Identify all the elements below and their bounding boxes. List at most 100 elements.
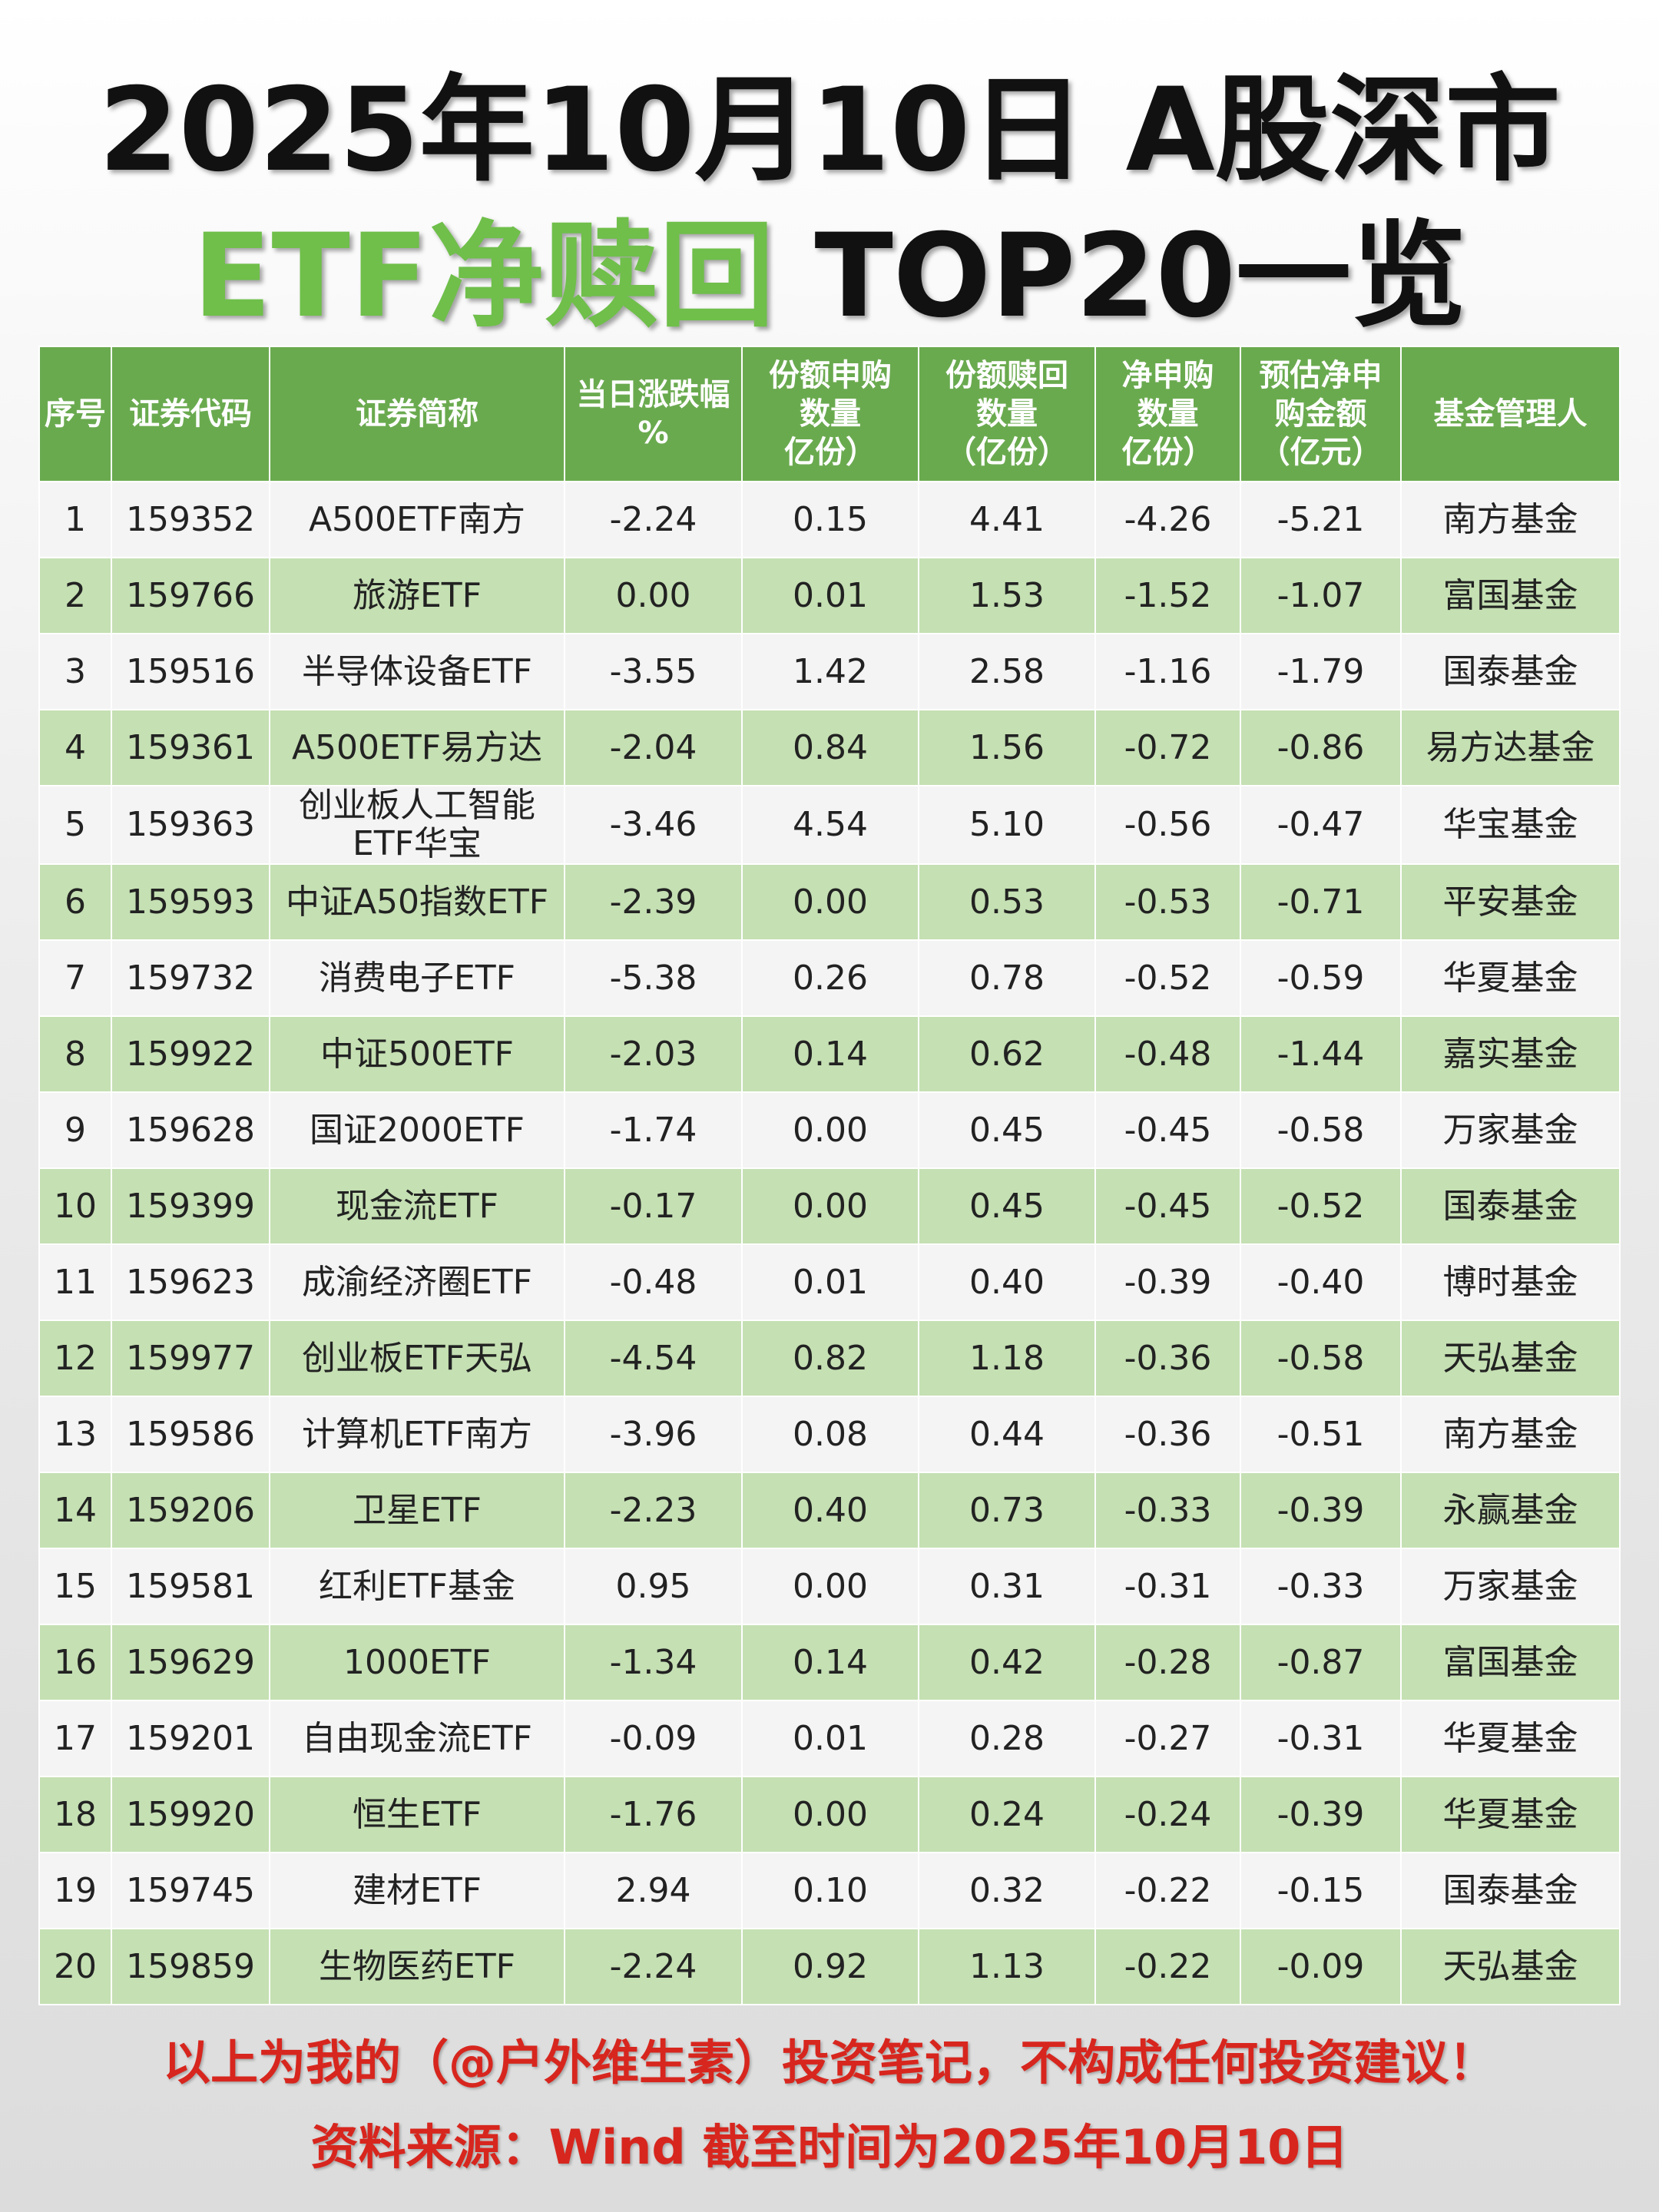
table-cell: -0.40	[1240, 1243, 1402, 1321]
table-cell: -2.04	[564, 709, 743, 786]
table-cell: -0.39	[1094, 1243, 1241, 1321]
table-cell: -0.17	[564, 1167, 743, 1245]
table-cell: 自由现金流ETF	[269, 1700, 565, 1777]
table-cell: 半导体设备ETF	[269, 633, 565, 710]
table-cell: 生物医药ETF	[269, 1928, 565, 2005]
table-cell: -0.22	[1094, 1928, 1241, 2005]
etf-table: 序号 证券代码 证券简称 当日涨跌幅 % 份额申购 数量 亿份） 份额赎回 数量 （亿份）…	[38, 346, 1621, 2005]
table-cell: -0.52	[1240, 1167, 1402, 1245]
table-row: 4 159361 A500ETF易方达 -2.04 0.84 1.56 -0.72 -0.86…	[38, 709, 1621, 786]
table-cell: 0.84	[741, 709, 919, 786]
table-cell: 国泰基金	[1400, 633, 1621, 710]
table-cell: 1.42	[741, 633, 919, 710]
table-cell: 0.00	[564, 557, 743, 634]
table-cell: 富国基金	[1400, 1624, 1621, 1701]
table-cell: -0.48	[564, 1243, 743, 1321]
table-cell: 0.00	[741, 1776, 919, 1853]
table-row: 18 159920 恒生ETF -1.76 0.00 0.24 -0.24 -0.39 华夏基金	[38, 1776, 1621, 1853]
table-row: 9 159628 国证2000ETF -1.74 0.00 0.45 -0.45 -0.58 万…	[38, 1091, 1621, 1169]
table-cell: 0.00	[741, 1548, 919, 1625]
table-cell: 0.44	[918, 1396, 1096, 1473]
table-cell: 创业板ETF天弘	[269, 1320, 565, 1397]
table-row: 10 159399 现金流ETF -0.17 0.00 0.45 -0.45 -0.52 国泰基…	[38, 1167, 1621, 1245]
table-cell: 成渝经济圈ETF	[269, 1243, 565, 1321]
table-cell: 159732	[111, 939, 270, 1017]
table-cell: 国泰基金	[1400, 1167, 1621, 1245]
table-cell: 华夏基金	[1400, 1700, 1621, 1777]
table-cell: -0.09	[1240, 1928, 1402, 2005]
column-header: 份额赎回 数量 （亿份）	[918, 346, 1096, 482]
table-cell: 1.56	[918, 709, 1096, 786]
table-cell: 0.32	[918, 1852, 1096, 1929]
table-cell: 0.28	[918, 1700, 1096, 1777]
table-row: 19 159745 建材ETF 2.94 0.10 0.32 -0.22 -0.15 国泰基金	[38, 1852, 1621, 1929]
table-cell: -0.59	[1240, 939, 1402, 1017]
table-cell: 0.10	[741, 1852, 919, 1929]
table-cell: -5.38	[564, 939, 743, 1017]
table-cell: 159745	[111, 1852, 270, 1929]
table-cell: 国证2000ETF	[269, 1091, 565, 1169]
table-cell: 0.45	[918, 1091, 1096, 1169]
title-line: 2025年10月10日 A股深市	[98, 64, 1561, 197]
table-cell: 华宝基金	[1400, 785, 1621, 865]
table-cell: 0.78	[918, 939, 1096, 1017]
table-cell: 国泰基金	[1400, 1852, 1621, 1929]
table-cell: -1.76	[564, 1776, 743, 1853]
table-cell: -0.36	[1094, 1396, 1241, 1473]
table-cell: -2.24	[564, 481, 743, 558]
table-cell: -0.33	[1094, 1472, 1241, 1549]
column-header: 当日涨跌幅 %	[564, 346, 743, 482]
table-cell: 3	[38, 633, 112, 710]
table-cell: -0.39	[1240, 1776, 1402, 1853]
table-cell: 中证500ETF	[269, 1015, 565, 1093]
table-cell: -3.96	[564, 1396, 743, 1473]
table-cell: -0.45	[1094, 1091, 1241, 1169]
table-cell: A500ETF易方达	[269, 709, 565, 786]
table-cell: 159623	[111, 1243, 270, 1321]
table-cell: 1	[38, 481, 112, 558]
table-row: 14 159206 卫星ETF -2.23 0.40 0.73 -0.33 -0.39 永赢基金	[38, 1472, 1621, 1549]
table-row: 20 159859 生物医药ETF -2.24 0.92 1.13 -0.22 -0.09 天弘…	[38, 1928, 1621, 2005]
table-cell: 16	[38, 1624, 112, 1701]
table-cell: 6	[38, 863, 112, 941]
table-cell: 0.00	[741, 1091, 919, 1169]
table-cell: 红利ETF基金	[269, 1548, 565, 1625]
source-note: 资料来源：Wind 截至时间为2025年10月10日	[310, 2119, 1349, 2175]
table-cell: 159593	[111, 863, 270, 941]
table-cell: 5	[38, 785, 112, 865]
table-cell: -0.52	[1094, 939, 1241, 1017]
table-cell: 0.01	[741, 557, 919, 634]
table-cell: -0.15	[1240, 1852, 1402, 1929]
table-cell: 平安基金	[1400, 863, 1621, 941]
table-cell: 天弘基金	[1400, 1928, 1621, 2005]
table-cell: A500ETF南方	[269, 481, 565, 558]
table-row: 13 159586 计算机ETF南方 -3.96 0.08 0.44 -0.36 -0.51 南…	[38, 1396, 1621, 1473]
column-header: 序号	[38, 346, 112, 482]
table-cell: 万家基金	[1400, 1091, 1621, 1169]
table-cell: 0.95	[564, 1548, 743, 1625]
table-cell: -4.26	[1094, 481, 1241, 558]
table-cell: -1.34	[564, 1624, 743, 1701]
table-cell: 159922	[111, 1015, 270, 1093]
table-cell: 4.41	[918, 481, 1096, 558]
table-row: 1 159352 A500ETF南方 -2.24 0.15 4.41 -4.26 -5.21 南…	[38, 481, 1621, 558]
table-cell: 1.53	[918, 557, 1096, 634]
table-cell: 创业板人工智能ETF华宝	[269, 785, 565, 865]
table-cell: 华夏基金	[1400, 1776, 1621, 1853]
table-cell: 2.94	[564, 1852, 743, 1929]
table-cell: 易方达基金	[1400, 709, 1621, 786]
table-cell: -0.58	[1240, 1320, 1402, 1397]
table-cell: 0.01	[741, 1700, 919, 1777]
table-cell: 永赢基金	[1400, 1472, 1621, 1549]
title-line: ETF净赎回 TOP20一览	[0, 211, 1659, 342]
table-row: 3 159516 半导体设备ETF -3.55 1.42 2.58 -1.16 -1.79 国泰…	[38, 633, 1621, 710]
table-cell: 159628	[111, 1091, 270, 1169]
table-cell: -0.58	[1240, 1091, 1402, 1169]
column-header: 净申购 数量 亿份）	[1094, 346, 1241, 482]
column-header: 基金管理人	[1400, 346, 1621, 482]
table-cell: 现金流ETF	[269, 1167, 565, 1245]
table-cell: -1.16	[1094, 633, 1241, 710]
table-cell: 159201	[111, 1700, 270, 1777]
table-cell: -1.07	[1240, 557, 1402, 634]
table-cell: 0.53	[918, 863, 1096, 941]
